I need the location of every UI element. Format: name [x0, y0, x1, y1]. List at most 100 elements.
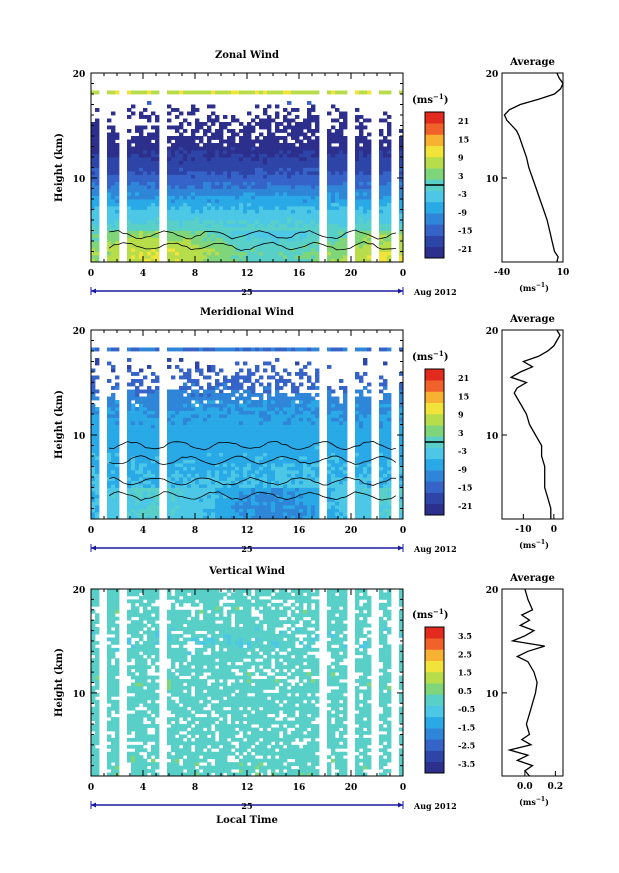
vertical-xtick-label: 12 [241, 783, 254, 793]
colorbar-tick-label: -2.5 [458, 741, 475, 751]
colorbar-swatch [425, 761, 444, 774]
vertical-average: Average 0.0 0.2 10 20 (ms−1) [486, 573, 564, 807]
colorbar-swatch [425, 627, 444, 639]
colorbar-swatch [425, 145, 444, 158]
colorbar-tick-label: 1.5 [458, 668, 472, 678]
colorbar-swatch [425, 660, 444, 673]
meridional-average-xtick-label: -10 [515, 525, 531, 535]
colorbar-tick-label: 9 [458, 153, 464, 163]
colorbar-swatch [425, 649, 444, 661]
zonal-contours [108, 229, 397, 251]
meridional-panel: Meridional Wind 0 4 8 12 16 20 0 10 20 Height (km)… [54, 307, 564, 554]
meridional-title: Meridional Wind [200, 307, 294, 318]
meridional-xtick-label: 4 [140, 526, 146, 536]
colorbar-tick-label: -15 [458, 483, 472, 493]
zonal-date-label: Aug 2012 [413, 287, 457, 297]
meridional-xtick-label: 20 [345, 526, 358, 536]
colorbar-tick-label: 3 [458, 428, 464, 438]
arrow-right-icon [398, 802, 403, 808]
zonal-xtick-label: 12 [241, 269, 254, 279]
colorbar-tick-label: 15 [458, 391, 469, 401]
colorbar-swatch [425, 728, 444, 740]
zonal-ytick-label: 10 [73, 175, 86, 185]
colorbar-swatch [425, 391, 444, 403]
colorbar-swatch [425, 369, 444, 381]
colorbar-swatch [425, 492, 444, 505]
average-units-label: (ms−1) [519, 539, 549, 550]
colorbar-swatch [425, 112, 444, 124]
meridional-average-ytick-label: 10 [486, 432, 499, 442]
meridional-xtick-label: 0 [400, 526, 406, 536]
colorbar-tick-label: -0.5 [458, 704, 475, 714]
zonal-average-frame [501, 72, 564, 263]
zonal-xtick-label: 4 [140, 269, 146, 279]
colorbar-tick-label: -21 [458, 501, 472, 511]
colorbar-swatch [425, 402, 444, 415]
zonal-xtick-label: 0 [88, 269, 94, 279]
colorbar-swatch [425, 470, 444, 482]
vertical-xtick-label: 4 [140, 783, 146, 793]
colorbar-tick-label: 2.5 [458, 649, 472, 659]
zonal-heatmap [91, 90, 404, 263]
meridional-xtick-label: 8 [192, 526, 198, 536]
colorbar-swatch [425, 134, 444, 146]
meridional-average-ytick-label: 20 [486, 327, 499, 337]
zonal-average-ytick-label: 20 [486, 70, 499, 80]
colorbar-swatch [425, 694, 444, 706]
colorbar-swatch [425, 213, 444, 225]
meridional-average: Average -10 0 10 20 (ms−1) [486, 314, 564, 550]
zonal-average-title: Average [509, 57, 555, 68]
average-units-label: (ms−1) [519, 796, 549, 807]
vertical-average-title: Average [509, 573, 555, 584]
zonal-xtick-label: 16 [293, 269, 306, 279]
vertical-xtick-label: 0 [400, 783, 406, 793]
colorbar-swatch [425, 683, 444, 695]
vertical-heatmap [91, 589, 404, 777]
colorbar-tick-label: 15 [458, 134, 469, 144]
zonal-xtick-label: 20 [345, 269, 358, 279]
zonal-average-xtick-label: -40 [494, 268, 510, 278]
zonal-average-line [503, 72, 564, 263]
colorbar-swatch [425, 481, 444, 493]
colorbar-tick-label: 21 [458, 373, 469, 383]
xlabel: Local Time [216, 815, 278, 826]
meridional-xtick-label: 16 [293, 526, 306, 536]
vertical-panel: Vertical Wind 0 4 8 12 16 20 0 10 20 Height (km) 25… [54, 566, 564, 811]
colorbar-tick-label: -1.5 [458, 722, 475, 732]
zonal-average-ytick-label: 10 [486, 175, 499, 185]
colorbar-swatch [425, 739, 444, 751]
meridional-ylabel: Height (km) [54, 390, 65, 459]
zonal-xtick-label: 8 [192, 269, 198, 279]
meridional-day-label: 25 [241, 544, 252, 554]
arrow-left-icon [91, 545, 96, 551]
zonal-ytick-label: 20 [73, 70, 86, 80]
meridional-average-line [509, 329, 561, 519]
colorbar-swatch [425, 750, 444, 763]
arrow-left-icon [91, 802, 96, 808]
zonal-average: Average -40 10 10 20 (ms−1) [486, 57, 570, 293]
zonal-xtick-label: 0 [400, 269, 406, 279]
vertical-title: Vertical Wind [208, 566, 285, 577]
vertical-xtick-label: 16 [293, 783, 306, 793]
colorbar-swatch [425, 503, 444, 516]
colorbar-swatch [425, 156, 444, 169]
colorbar-tick-label: 3.5 [458, 631, 472, 641]
meridional-heatmap [91, 347, 404, 520]
colorbar-swatch [425, 716, 444, 729]
vertical-xtick-label: 8 [192, 783, 198, 793]
vertical-day-label: 25 [241, 801, 252, 811]
arrow-right-icon [398, 545, 403, 551]
meridional-ytick-label: 10 [73, 432, 86, 442]
colorbar-swatch [425, 123, 444, 135]
colorbar-swatch [425, 380, 444, 392]
colorbar-tick-label: -3.5 [458, 759, 475, 769]
vertical-ylabel: Height (km) [54, 648, 65, 717]
colorbar-swatch [425, 425, 444, 437]
colorbar-tick-label: -15 [458, 226, 472, 236]
average-units-label: (ms−1) [519, 282, 549, 293]
colorbar-swatch [425, 638, 444, 650]
vertical-average-ytick-label: 20 [486, 586, 499, 596]
vertical-average-ytick-label: 10 [486, 690, 499, 700]
colorbar-swatch [425, 224, 444, 236]
